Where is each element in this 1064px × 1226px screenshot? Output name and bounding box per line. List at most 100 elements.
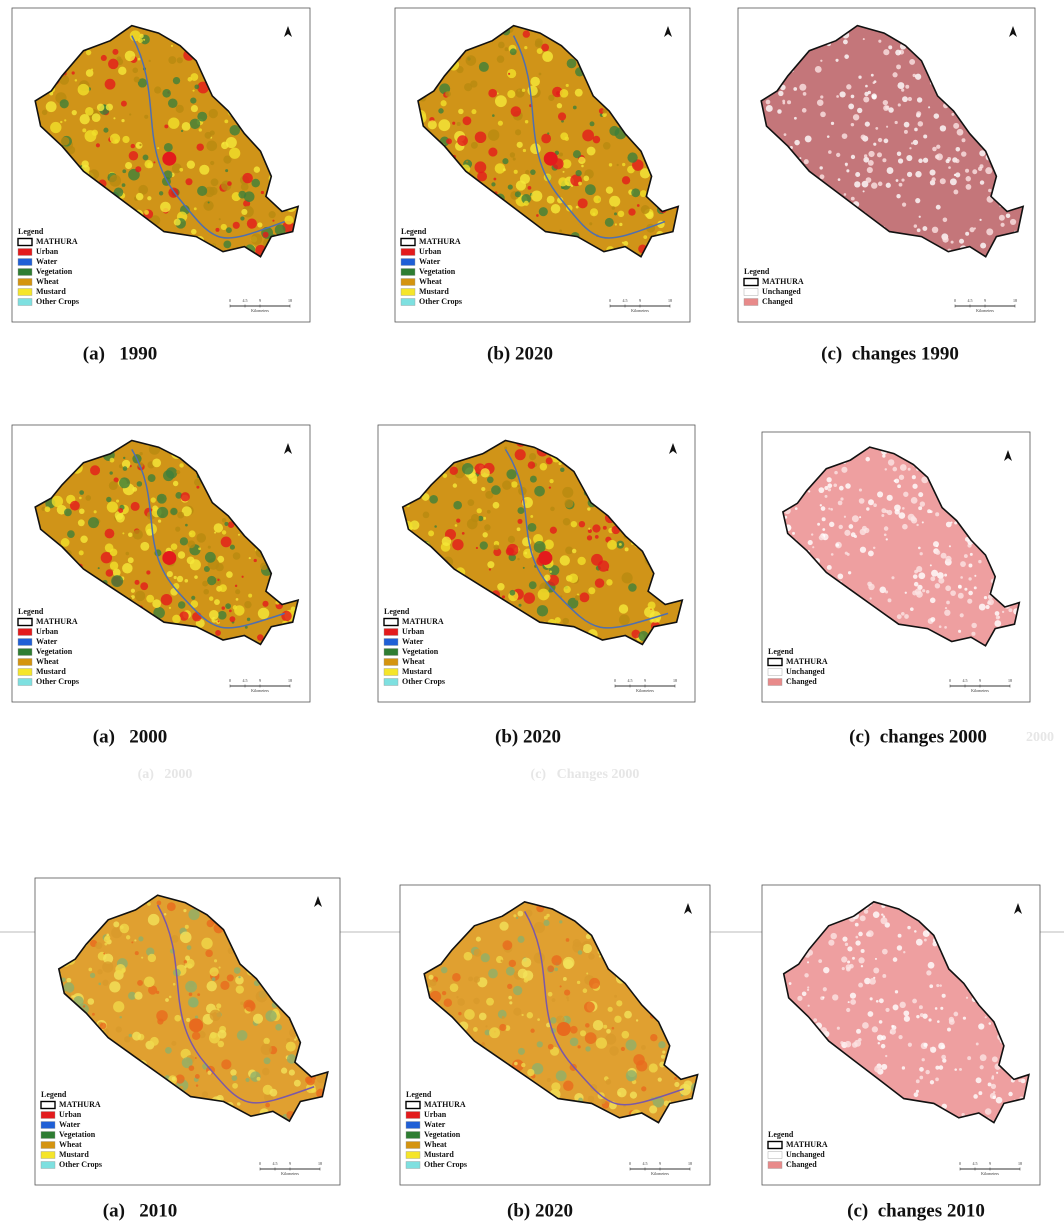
land-patch <box>868 91 871 94</box>
land-patch <box>106 104 113 111</box>
land-patch <box>914 128 918 132</box>
land-patch <box>1000 223 1004 227</box>
land-patch <box>164 143 173 152</box>
land-patch <box>105 529 115 539</box>
land-patch <box>129 151 139 161</box>
land-patch <box>452 539 463 550</box>
land-patch <box>609 196 620 207</box>
land-patch <box>442 991 446 995</box>
land-patch <box>985 1016 987 1018</box>
land-patch <box>129 113 131 115</box>
legend-swatch <box>744 289 758 296</box>
land-patch <box>235 585 237 587</box>
scale-label: 0 <box>229 298 231 303</box>
land-patch <box>851 155 855 159</box>
land-patch <box>165 998 169 1002</box>
land-patch <box>974 575 976 577</box>
land-patch <box>219 966 221 968</box>
land-patch <box>648 601 656 609</box>
land-patch <box>183 909 186 912</box>
land-patch <box>569 573 579 583</box>
land-patch <box>837 1027 840 1030</box>
caption: (b) 2020 <box>507 1200 573 1221</box>
land-patch <box>153 161 155 163</box>
land-patch <box>534 952 545 963</box>
land-patch <box>247 618 250 621</box>
land-patch <box>135 951 139 955</box>
legend-label: Urban <box>402 627 425 636</box>
scale-label: 0 <box>629 1161 631 1166</box>
land-patch <box>855 936 858 939</box>
land-patch <box>196 533 206 543</box>
land-patch <box>940 1007 943 1010</box>
land-patch <box>190 119 200 129</box>
legend-label: Urban <box>419 247 442 256</box>
land-patch <box>844 530 850 536</box>
land-patch <box>80 536 87 543</box>
land-patch <box>897 152 901 156</box>
map-panel: LegendMATHURAUrbanWaterVegetationWheatMu… <box>400 885 710 1185</box>
land-patch <box>222 518 226 522</box>
land-patch <box>819 535 824 540</box>
land-patch <box>902 96 908 102</box>
land-patch <box>954 1068 957 1071</box>
land-patch <box>506 967 515 976</box>
land-patch <box>919 1076 923 1080</box>
land-patch <box>491 182 495 186</box>
land-patch <box>621 1031 629 1039</box>
land-patch <box>517 911 523 917</box>
land-patch <box>860 915 866 921</box>
land-patch <box>984 596 987 599</box>
land-patch <box>802 991 807 996</box>
figure: LegendMATHURAUrbanWaterVegetationWheatMu… <box>0 0 1064 1226</box>
land-patch <box>662 1050 665 1053</box>
land-patch <box>846 1008 850 1012</box>
land-patch <box>517 485 520 488</box>
land-patch <box>523 592 534 603</box>
land-patch <box>866 177 872 183</box>
land-patch <box>128 557 134 563</box>
land-patch <box>953 190 958 195</box>
land-patch <box>960 561 966 567</box>
land-patch <box>78 519 85 526</box>
land-patch <box>957 129 964 136</box>
land-patch <box>550 1017 557 1024</box>
land-patch <box>253 1014 263 1024</box>
land-patch <box>486 998 494 1006</box>
land-patch <box>102 980 108 986</box>
land-patch <box>106 497 111 502</box>
land-patch <box>905 592 907 594</box>
land-patch <box>547 965 554 972</box>
land-patch <box>559 920 562 923</box>
land-patch <box>867 930 874 937</box>
land-patch <box>135 591 145 601</box>
land-patch <box>575 89 583 97</box>
land-patch <box>462 532 465 535</box>
land-patch <box>994 620 1001 627</box>
land-patch <box>233 222 240 229</box>
land-patch <box>194 207 197 210</box>
land-patch <box>919 1067 924 1072</box>
legend-label: MATHURA <box>424 1100 466 1109</box>
land-patch <box>845 943 848 946</box>
caption: (a) 1990 <box>83 343 157 364</box>
land-patch <box>619 614 630 625</box>
land-patch <box>825 536 828 539</box>
land-patch <box>539 207 548 216</box>
land-patch <box>148 914 160 926</box>
land-patch <box>869 978 876 985</box>
legend-title: Legend <box>401 227 427 236</box>
land-patch <box>144 210 149 215</box>
land-patch <box>986 228 993 235</box>
land-patch <box>818 487 824 493</box>
land-patch <box>107 502 118 513</box>
land-patch <box>150 1037 159 1046</box>
land-patch <box>585 1046 590 1051</box>
land-patch <box>529 453 536 460</box>
land-patch <box>966 997 968 999</box>
land-patch <box>264 1057 271 1064</box>
land-patch <box>803 92 807 96</box>
land-patch <box>873 911 880 918</box>
land-patch <box>220 981 229 990</box>
land-patch <box>92 1013 95 1016</box>
